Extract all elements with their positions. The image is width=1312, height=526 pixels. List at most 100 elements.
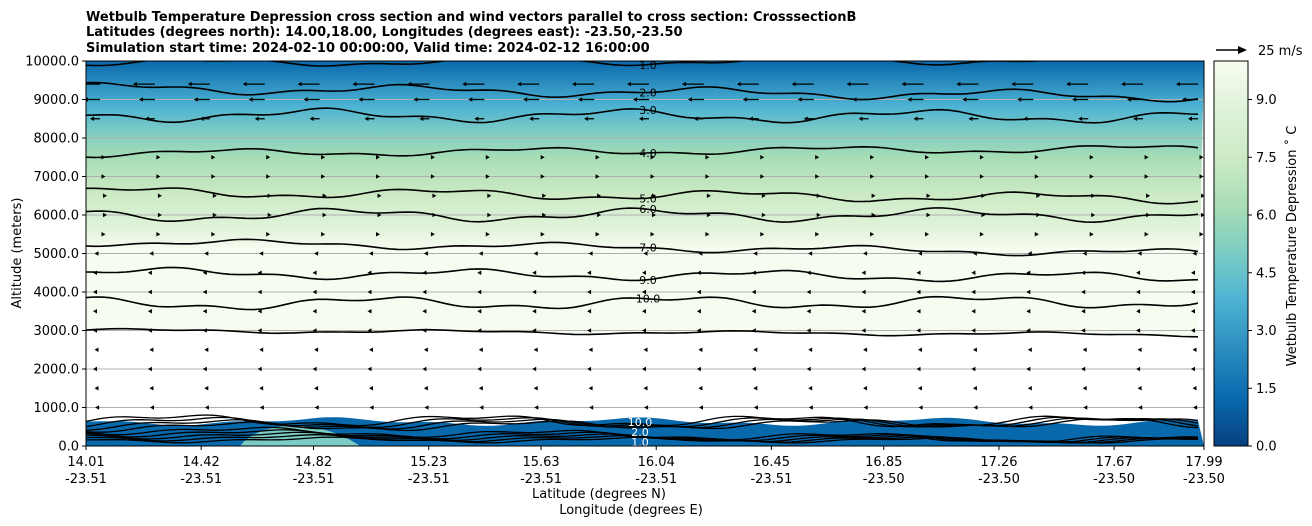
- wind-arrow-head: [972, 386, 977, 391]
- wind-arrow-head: [761, 193, 766, 198]
- wind-arrow-head: [364, 116, 369, 121]
- wind-arrow-head: [377, 193, 382, 198]
- wind-arrow-head: [861, 366, 866, 372]
- wind-arrow-head: [93, 289, 97, 295]
- wind-arrow-head: [314, 251, 319, 256]
- wind-arrow-head: [257, 289, 262, 295]
- x-tick-label-lat: 14.01: [67, 455, 104, 470]
- wind-arrow-head: [696, 270, 701, 275]
- wind-arrow-head: [376, 174, 380, 179]
- wind-arrow-head: [863, 251, 868, 256]
- wind-arrow-head: [204, 386, 209, 391]
- wind-arrow-head: [696, 328, 701, 333]
- x-tick-label-lon: -23.51: [520, 472, 562, 487]
- wind-arrow-head: [532, 270, 537, 275]
- wind-arrow-head: [753, 347, 758, 352]
- contour-line-9.0: [86, 266, 1199, 283]
- y-tick-label: 8000.0: [34, 132, 80, 147]
- wind-arrow-head: [1137, 386, 1142, 391]
- wind-arrow-head: [147, 328, 152, 333]
- wind-arrow-head: [863, 405, 868, 410]
- wind-arrow-head: [367, 289, 372, 295]
- wind-arrow-head: [259, 386, 264, 391]
- wind-arrow-head: [369, 251, 373, 256]
- wind-arrow-head: [93, 328, 97, 333]
- x-tick-label-lon: -23.51: [408, 472, 450, 487]
- x-tick-label-lat: 14.82: [295, 455, 332, 470]
- contour-label-3.0: 3.0: [639, 104, 657, 117]
- wind-arrow-head: [517, 81, 522, 87]
- wind-arrow-head: [627, 81, 631, 87]
- wind-arrow-head: [422, 366, 427, 372]
- wind-arrow-head: [751, 366, 756, 372]
- y-axis: 0.0 1000.0 2000.0 3000.0 4000.0 5000.0 6000.0 7…: [25, 55, 86, 455]
- wind-arrow-head: [1201, 212, 1204, 218]
- wind-arrow-head: [861, 309, 866, 314]
- wind-arrow-head: [639, 116, 643, 121]
- wind-arrow-head: [477, 289, 482, 295]
- x-tick-label-lon: -23.51: [65, 472, 107, 487]
- wind-arrow-head: [1193, 405, 1198, 410]
- wind-arrow-head: [312, 270, 317, 275]
- wind-arrow-head: [314, 347, 319, 352]
- wind-arrow-head: [533, 347, 538, 352]
- wind-arrow-head: [540, 174, 545, 179]
- wind-arrow-head: [376, 232, 380, 237]
- wind-arrow-head: [1081, 366, 1086, 372]
- wind-arrow-head: [760, 232, 765, 237]
- wind-arrow-head: [1192, 251, 1197, 256]
- wind-arrow-head: [1082, 386, 1087, 391]
- wind-arrow-head: [523, 97, 528, 102]
- wind-arrow-head: [806, 309, 811, 314]
- wind-arrow-head: [1066, 81, 1071, 87]
- wind-arrow-head: [1027, 386, 1032, 391]
- contour-line-2.0: [86, 81, 1199, 103]
- contour-line-4.0: [86, 145, 1199, 159]
- x-axis-label-longitude: Longitude (degrees E): [559, 503, 703, 518]
- wind-arrow-head: [367, 366, 372, 372]
- y-tick-label: 2000.0: [34, 363, 80, 378]
- wind-arrow-head: [474, 116, 479, 121]
- wind-arrow-head: [1089, 232, 1094, 237]
- wind-arrow-head: [1034, 174, 1039, 179]
- wind-arrow-head: [103, 212, 107, 218]
- wind-arrow-head: [1027, 347, 1032, 352]
- x-tick-label-lat: 17.26: [980, 455, 1017, 470]
- y-tick-label: 9000.0: [34, 93, 80, 108]
- wind-arrow-head: [147, 366, 152, 372]
- wind-arrow-head: [806, 289, 811, 295]
- wind-arrow-head: [149, 251, 154, 256]
- wind-arrow-head: [138, 97, 143, 102]
- wind-arrow-head: [808, 386, 813, 391]
- wind-arrow-head: [266, 232, 271, 237]
- surface-contour-label-2: 1.0: [631, 436, 649, 449]
- colorbar-tick-label: 0.0: [1256, 440, 1277, 455]
- wind-arrow-head: [430, 155, 435, 160]
- wind-arrow-head: [352, 81, 357, 87]
- wind-arrow-head: [156, 155, 161, 160]
- wind-arrow-head: [1188, 116, 1192, 121]
- wind-arrow-head: [751, 328, 756, 333]
- wind-arrow-head: [423, 386, 428, 391]
- wind-arrow-head: [797, 97, 802, 102]
- wind-arrow-head: [861, 328, 866, 333]
- wind-arrow-head: [422, 309, 427, 314]
- wind-reference-arrow-head: [1238, 46, 1247, 54]
- wind-arrow-head: [485, 155, 490, 160]
- wind-arrow-head: [212, 193, 217, 198]
- wind-arrow-head: [1091, 193, 1096, 198]
- wind-arrow-head: [870, 232, 875, 237]
- wind-reference-key: 25 m/s: [1216, 44, 1303, 59]
- wind-arrow-head: [761, 212, 766, 218]
- colorbar-tick-label: 6.0: [1256, 209, 1277, 224]
- colorbar-tick-label: 4.5: [1256, 266, 1277, 281]
- wind-arrow-head: [156, 232, 161, 237]
- wind-arrow-head: [257, 270, 262, 275]
- wind-arrow-head: [94, 251, 99, 256]
- contour-line-boundary: [86, 327, 1199, 338]
- wind-arrow-head: [1201, 193, 1204, 198]
- wind-arrow-head: [925, 174, 929, 179]
- surface-contour-line-8: [86, 414, 1199, 429]
- wind-arrow-head: [202, 270, 207, 275]
- wind-arrow-head: [267, 193, 272, 198]
